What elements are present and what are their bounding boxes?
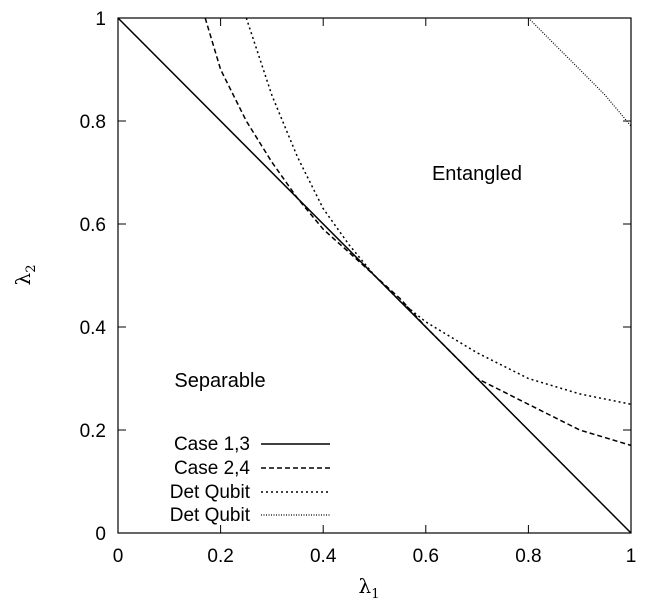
plot-frame (117, 17, 632, 534)
y-axis-label: λ2 (11, 265, 39, 286)
series-line-2 (204, 17, 632, 447)
x-tick-label: 1 (626, 546, 637, 567)
ticks: 0 0.2 0.4 0.6 0.8 1 0 0.2 0.4 0.6 0.8 1 (80, 9, 637, 567)
y-tick-label: 0 (95, 524, 106, 545)
annotation-entangled: Entangled (432, 163, 522, 185)
y-tick-label: 0.4 (80, 318, 107, 339)
y-tick-label: 0.2 (80, 421, 106, 442)
legend-label-case-2-4: Case 2,4 (174, 458, 250, 479)
x-axis-label: λ1 (359, 574, 380, 601)
legend-label-det-qubit-1: Det Qubit (170, 482, 251, 503)
y-tick-label: 0.6 (80, 215, 106, 236)
series-line-3 (245, 17, 632, 406)
legend-label-case-1-3: Case 1,3 (174, 434, 250, 455)
series-line-4 (527, 17, 632, 127)
legend: Case 1,3 Case 2,4 Det Qubit Det Qubit (170, 434, 330, 526)
y-tick-label: 1 (95, 9, 106, 30)
x-tick-label: 0.6 (413, 546, 439, 567)
series-lines (117, 17, 632, 534)
y-tick-label: 0.8 (80, 112, 106, 133)
x-tick-label: 0.4 (310, 546, 337, 567)
x-tick-label: 0.8 (515, 546, 541, 567)
legend-label-det-qubit-2: Det Qubit (170, 505, 251, 526)
x-tick-label: 0 (113, 546, 124, 567)
annotation-separable: Separable (174, 370, 265, 392)
x-tick-label: 0.2 (207, 546, 233, 567)
